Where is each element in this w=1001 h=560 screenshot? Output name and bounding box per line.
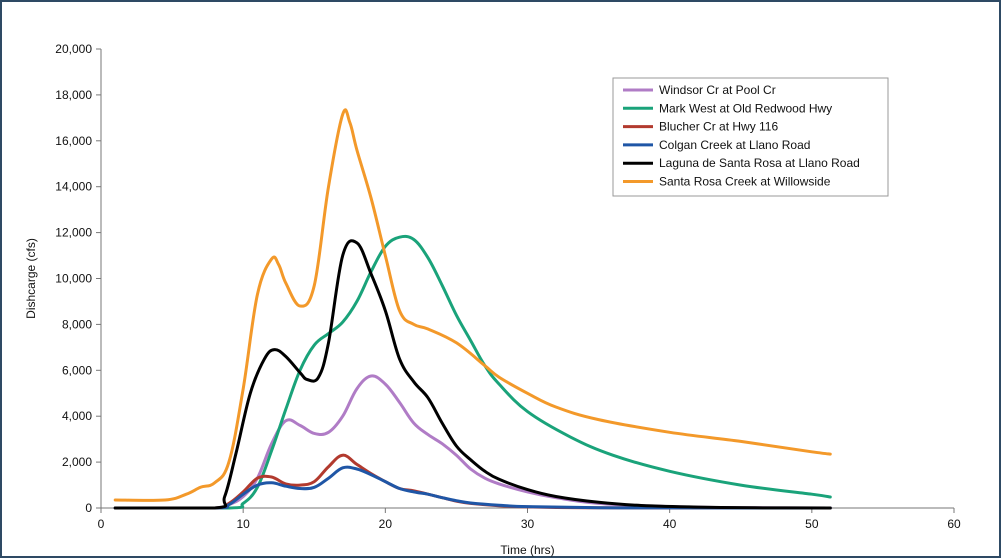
x-axis-label: Time (hrs) [500,543,554,557]
x-tick-label: 20 [379,517,393,531]
y-tick-label: 20,000 [55,42,92,56]
legend-label: Windsor Cr at Pool Cr [659,83,776,97]
axes: 0 10 20 30 40 50 60 0 2,000 4,000 6,000 8,000 10,00… [55,42,961,531]
y-tick-label: 8,000 [62,317,92,331]
series-line-6 [113,108,832,502]
x-tick-label: 50 [805,517,819,531]
y-tick-label: 6,000 [62,363,92,377]
x-tick-label: 0 [98,517,105,531]
x-tick-label: 30 [521,517,535,531]
x-tick-label: 40 [663,517,677,531]
y-tick-label: 0 [85,501,92,515]
y-ticks: 0 2,000 4,000 6,000 8,000 10,000 12,000 14,000 1… [55,42,101,515]
series-line-4 [113,465,832,510]
legend-label: Blucher Cr at Hwy 116 [659,120,778,134]
series-group [113,108,832,510]
y-tick-label: 4,000 [62,409,92,423]
y-tick-label: 14,000 [55,180,92,194]
legend-label: Santa Rosa Creek at Willowside [659,175,831,189]
y-tick-label: 16,000 [55,134,92,148]
x-tick-label: 60 [947,517,961,531]
series-line-5 [113,239,832,510]
y-axis-label: Dishcarge (cfs) [24,238,38,319]
x-ticks: 0 10 20 30 40 50 60 [98,508,961,531]
legend-label: Laguna de Santa Rosa at Llano Road [659,156,860,170]
series-line-1 [113,374,832,510]
legend-box [612,77,889,197]
x-tick-label: 10 [236,517,250,531]
series-line-2 [113,234,832,510]
legend-label: Colgan Creek at Llano Road [659,138,810,152]
y-tick-label: 10,000 [55,272,92,286]
y-tick-label: 18,000 [55,88,92,102]
legend: Windsor Cr at Pool Cr Mark West at Old Re… [612,77,889,197]
y-tick-label: 12,000 [55,226,92,240]
legend-label: Mark West at Old Redwood Hwy [659,101,832,115]
y-tick-label: 2,000 [62,455,92,469]
